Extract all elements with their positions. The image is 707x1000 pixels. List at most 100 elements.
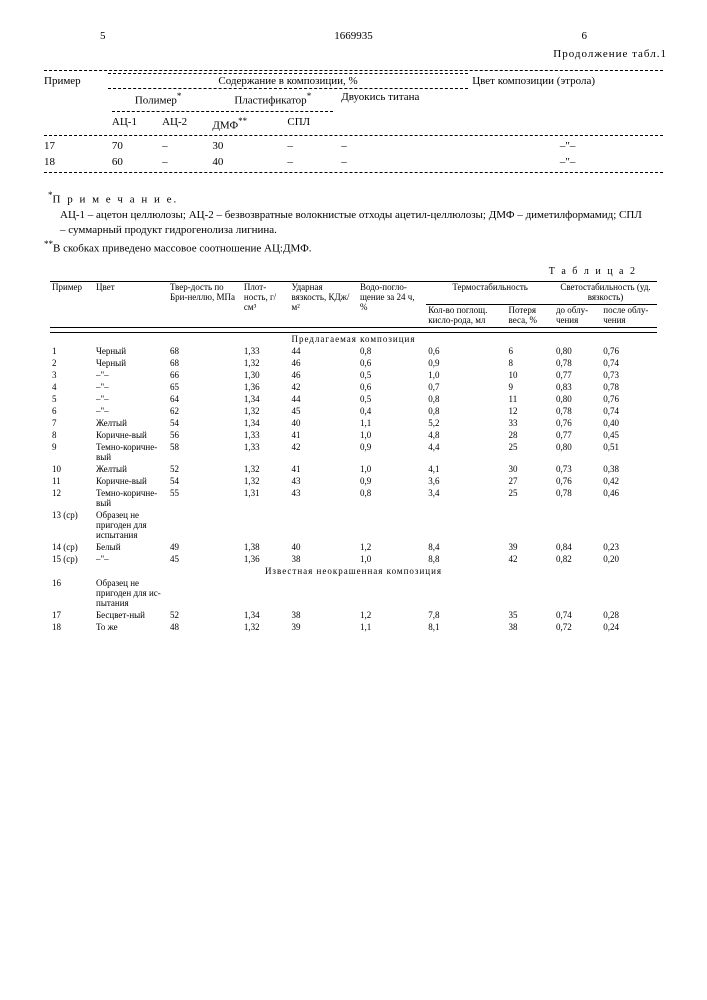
table-cell: 12 <box>507 405 554 417</box>
table-cell: 0,78 <box>554 357 601 369</box>
table-cell: 65 <box>168 381 242 393</box>
table-cell: 39 <box>507 541 554 553</box>
t2-h-loss: Потеря веса, % <box>507 304 554 327</box>
table-cell: 1,2 <box>358 541 426 553</box>
table-cell: 0,46 <box>601 487 657 509</box>
table-cell: – <box>337 138 468 154</box>
table-row: 1860–40–––"– <box>40 154 667 170</box>
table-cell: 1,36 <box>242 381 290 393</box>
t1-h-example: Пример <box>40 73 108 133</box>
table-cell: – <box>283 138 337 154</box>
table-cell: 0,23 <box>601 541 657 553</box>
table-cell: 64 <box>168 393 242 405</box>
table-cell: 52 <box>168 609 242 621</box>
table-cell: 8 <box>507 357 554 369</box>
table-cell: 6 <box>507 345 554 357</box>
table-cell <box>426 577 506 609</box>
t2-h-impact: Ударная вязкость, КДж/м² <box>289 282 357 328</box>
table-cell: 0,5 <box>358 393 426 405</box>
table-row: 14 (ср)Белый491,38401,28,4390,840,23 <box>50 541 657 553</box>
table-cell: 0,73 <box>601 369 657 381</box>
table-cell: 7,8 <box>426 609 506 621</box>
table-cell: 12 <box>50 487 94 509</box>
table-cell: 0,77 <box>554 429 601 441</box>
footnote-line-1: АЦ-1 – ацетон целлюлозы; АЦ-2 – безвозвр… <box>60 209 642 236</box>
table-row: 5–"–641,34440,50,8110,800,76 <box>50 393 657 405</box>
table-cell: 1,32 <box>242 621 290 633</box>
table-cell <box>289 509 357 541</box>
table-cell: –"– <box>94 405 168 417</box>
table-cell <box>289 577 357 609</box>
t1-h-color: Цвет композиции (этрола) <box>468 73 667 133</box>
table-cell: 0,42 <box>601 475 657 487</box>
table-cell: 30 <box>507 463 554 475</box>
document-number: 1669935 <box>40 30 667 42</box>
table-cell: –"– <box>94 553 168 565</box>
t2-h-light: Светостабильность (уд. вязкость) <box>554 282 657 305</box>
table-row: 8Коричне-вый561,33411,04,8280,770,45 <box>50 429 657 441</box>
table-cell: 38 <box>507 621 554 633</box>
table-cell: Желтый <box>94 417 168 429</box>
table-cell: 8,4 <box>426 541 506 553</box>
table-cell: 13 (ср) <box>50 509 94 541</box>
table-cell: –"– <box>94 381 168 393</box>
table-cell: 0,80 <box>554 441 601 463</box>
table-cell: 49 <box>168 541 242 553</box>
table-cell: Черный <box>94 357 168 369</box>
table-cell: 0,74 <box>601 357 657 369</box>
table-cell: 0,6 <box>358 357 426 369</box>
table-cell: 1,34 <box>242 609 290 621</box>
table-cell: 2 <box>50 357 94 369</box>
table-cell: 10 <box>50 463 94 475</box>
table-cell: 68 <box>168 345 242 357</box>
continuation-label: Продолжение табл.1 <box>40 48 667 60</box>
table-cell: 45 <box>168 553 242 565</box>
table-cell: 0,76 <box>601 393 657 405</box>
table-2: Пример Цвет Твер-дость по Бри-неллю, МПа… <box>50 281 657 633</box>
table-row: 1Черный681,33440,80,660,800,76 <box>50 345 657 357</box>
table-cell: 66 <box>168 369 242 381</box>
table-cell: 4,8 <box>426 429 506 441</box>
t1-h-spl: СПЛ <box>283 114 337 134</box>
table-cell <box>601 509 657 541</box>
column-number-left: 5 <box>100 30 106 42</box>
t1-h-tio2: Двуокись титана <box>337 89 468 133</box>
table-cell: 1,33 <box>242 429 290 441</box>
footnote: *П р и м е ч а н и е. АЦ-1 – ацетон целл… <box>60 189 647 256</box>
table-cell: 1,0 <box>358 553 426 565</box>
table-cell: –"– <box>94 393 168 405</box>
table-row: 11Коричне-вый541,32430,93,6270,760,42 <box>50 475 657 487</box>
table-2-caption: Т а б л и ц а 2 <box>40 266 637 277</box>
table-cell: – <box>158 138 208 154</box>
table-cell: 4,4 <box>426 441 506 463</box>
table-cell: 43 <box>289 475 357 487</box>
table-cell: 44 <box>289 345 357 357</box>
table-cell: 0,20 <box>601 553 657 565</box>
table-cell: 0,83 <box>554 381 601 393</box>
table-cell: 1,33 <box>242 345 290 357</box>
table-cell: То же <box>94 621 168 633</box>
table-cell: 70 <box>108 138 158 154</box>
table-row: 2Черный681,32460,60,980,780,74 <box>50 357 657 369</box>
table-row: 3–"–661,30460,51,0100,770,73 <box>50 369 657 381</box>
table-cell: 17 <box>50 609 94 621</box>
table-cell: 43 <box>289 487 357 509</box>
table-cell: 42 <box>507 553 554 565</box>
table-cell: 40 <box>208 154 283 170</box>
table-cell: 58 <box>168 441 242 463</box>
table-cell: 46 <box>289 369 357 381</box>
table-cell: 0,78 <box>554 487 601 509</box>
t2-h-hardness: Твер-дость по Бри-неллю, МПа <box>168 282 242 328</box>
table-cell: 9 <box>507 381 554 393</box>
table-cell <box>168 577 242 609</box>
table-cell: 30 <box>208 138 283 154</box>
table-cell: Желтый <box>94 463 168 475</box>
table-cell <box>168 509 242 541</box>
table-row: 9Темно-коричне-вый581,33420,94,4250,800,… <box>50 441 657 463</box>
table-cell: 40 <box>289 417 357 429</box>
table-cell: 1,1 <box>358 621 426 633</box>
column-number-right: 6 <box>582 30 588 42</box>
table-cell: 54 <box>168 475 242 487</box>
table-cell: 1,30 <box>242 369 290 381</box>
table-cell: 1,36 <box>242 553 290 565</box>
